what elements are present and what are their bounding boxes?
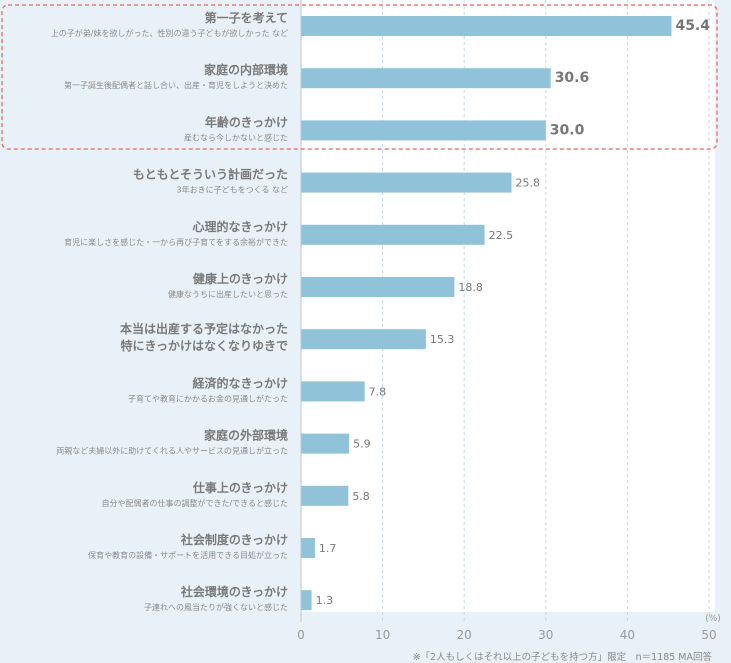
category-subtitle: 健康なうちに出産したいと思った — [168, 289, 288, 299]
bar — [301, 16, 672, 36]
category-title: もともとそういう計画だった — [133, 167, 288, 182]
x-axis: 0 10 20 30 40 50 — [297, 0, 717, 642]
category-subtitle: 第一子誕生後配偶者と話し合い、出産・育児をしようと決めた — [64, 80, 288, 90]
category-subtitle: 3年おきに子どもをつくる など — [177, 185, 288, 195]
data-label: 5.8 — [352, 490, 370, 503]
footnote: ※「2人もしくはそれ以上の子どもを持つ方」限定 n＝1185 MA回答 — [413, 651, 713, 663]
category-subtitle: 産むなら今しかないと感じた — [184, 132, 288, 142]
data-label: 45.4 — [675, 18, 710, 34]
data-label: 22.5 — [489, 229, 513, 242]
bar — [301, 120, 546, 141]
category-title: 経済的なきっかけ — [192, 375, 288, 390]
plot-area — [301, 0, 715, 612]
category-title: 仕事上のきっかけ — [192, 480, 288, 495]
bar — [301, 68, 551, 89]
category-subtitle: 上の子が弟/妹を欲しがった、性別の違う子どもが欲しかった など — [51, 28, 288, 38]
data-label: 15.3 — [430, 333, 455, 346]
category-title: 第一子を考えて — [205, 10, 288, 25]
bar — [301, 277, 455, 297]
data-label: 1.7 — [319, 542, 337, 555]
data-label: 25.8 — [516, 177, 541, 190]
bar — [301, 590, 312, 611]
category-title: 心理的なきっかけ — [192, 219, 288, 234]
bar — [301, 224, 485, 245]
bar — [301, 433, 350, 454]
x-tick-label: 0 — [297, 628, 305, 642]
category-title: 本当は出産する予定はなかった — [120, 321, 288, 336]
category-title: 家庭の内部環境 — [204, 62, 288, 77]
category-subtitle: 両親など夫婦以外に助けてくれる人やサービスの見通しが立った — [56, 446, 288, 456]
category-subtitle: 子連れへの風当たりが強くないと感じた — [144, 602, 288, 612]
bar — [301, 381, 365, 402]
category-title: 家庭の外部環境 — [204, 428, 288, 443]
highlight-box — [1, 4, 718, 150]
data-label: 1.3 — [316, 594, 334, 607]
category-subtitle: 子育てや教育にかかるお金の見通しがたった — [128, 393, 288, 403]
data-label: 5.9 — [353, 438, 371, 451]
data-label: 7.8 — [369, 385, 387, 398]
bar — [301, 538, 315, 558]
bar — [301, 329, 426, 350]
x-tick-label: 20 — [457, 628, 472, 642]
category-subtitle: 育児に楽しさを感じた・一から再び子育てをする余裕ができた — [64, 237, 288, 247]
x-tick-label: 10 — [375, 628, 390, 642]
unit-label: (%) — [705, 614, 721, 624]
data-label: 18.8 — [458, 281, 483, 294]
category-title: 年齢のきっかけ — [205, 114, 288, 129]
x-tick-label: 50 — [701, 628, 716, 642]
category-title: 健康上のきっかけ — [193, 271, 288, 286]
bar — [301, 172, 512, 193]
x-tick-label: 30 — [538, 628, 553, 642]
category-subtitle: 保育や教育の設備・サポートを活用できる目処が立った — [88, 550, 288, 560]
bar — [301, 485, 349, 506]
bars-group: 45.4 30.6 30.0 25.8 22.5 18.8 15.3 7.8 5.9 5.8 1.7… — [301, 16, 710, 611]
category-title: 社会環境のきっかけ — [180, 584, 288, 599]
data-label: 30.6 — [555, 70, 590, 86]
x-tick-label: 40 — [620, 628, 635, 642]
category-subtitle: 自分や配偶者の仕事の調整ができた/できると感じた — [101, 498, 288, 508]
category-title: 特にきっかけはなくなりゆきで — [120, 338, 288, 353]
category-title: 社会制度のきっかけ — [180, 532, 288, 547]
data-label: 30.0 — [550, 122, 585, 138]
